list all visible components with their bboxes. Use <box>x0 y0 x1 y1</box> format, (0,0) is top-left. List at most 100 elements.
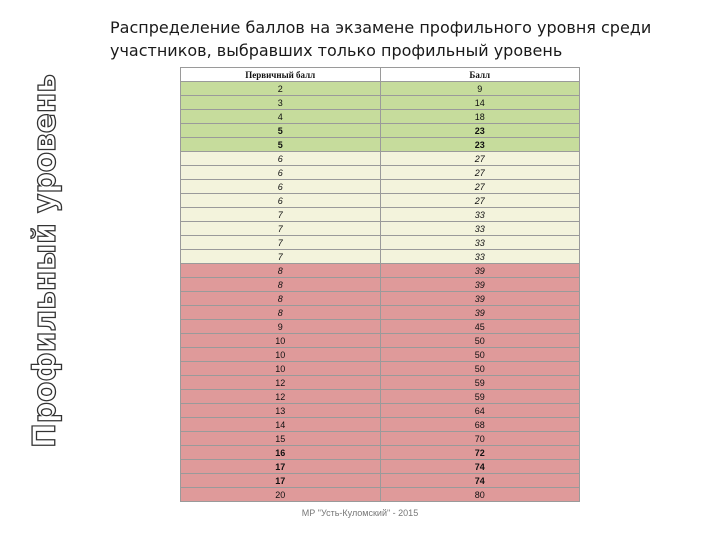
score-cell: 33 <box>379 235 580 250</box>
score-cell: 50 <box>379 347 580 362</box>
table-row: 6 27 <box>180 151 580 166</box>
score-cell: 27 <box>379 179 580 194</box>
score-cell: 27 <box>379 193 580 208</box>
primary-score-cell: 2 <box>180 81 381 96</box>
primary-score-cell: 20 <box>180 487 381 502</box>
table-row: 6 27 <box>180 179 580 194</box>
primary-score-cell: 12 <box>180 389 381 404</box>
table-row: 17 74 <box>180 473 580 488</box>
primary-score-cell: 5 <box>180 123 381 138</box>
table-row: 6 27 <box>180 193 580 208</box>
score-cell: 39 <box>379 291 580 306</box>
table-body: 2 9 3 14 4 18 5 23 5 23 6 27 6 27 6 27 6 27 7 33 7 33 7 33 7 33 8 3… <box>180 81 580 502</box>
score-cell: 68 <box>379 417 580 432</box>
score-cell: 33 <box>379 249 580 264</box>
table-row: 8 39 <box>180 263 580 278</box>
title-line-1: Распределение баллов на экзамене профиль… <box>110 18 652 37</box>
primary-score-cell: 4 <box>180 109 381 124</box>
primary-score-cell: 8 <box>180 291 381 306</box>
footer-text: МР "Усть-Куломский" - 2015 <box>301 508 419 518</box>
score-cell: 27 <box>379 151 580 166</box>
primary-score-cell: 15 <box>180 431 381 446</box>
table-row: 5 23 <box>180 137 580 152</box>
primary-score-cell: 9 <box>180 319 381 334</box>
score-cell: 39 <box>379 263 580 278</box>
table-row: 9 45 <box>180 319 580 334</box>
primary-score-cell: 12 <box>180 375 381 390</box>
table-row: 5 23 <box>180 123 580 138</box>
score-cell: 33 <box>379 207 580 222</box>
primary-score-cell: 7 <box>180 221 381 236</box>
score-cell: 64 <box>379 403 580 418</box>
primary-score-cell: 16 <box>180 445 381 460</box>
score-cell: 74 <box>379 473 580 488</box>
table-row: 10 50 <box>180 333 580 348</box>
score-cell: 14 <box>379 95 580 110</box>
primary-score-cell: 6 <box>180 179 381 194</box>
table-row: 3 14 <box>180 95 580 110</box>
table-row: 4 18 <box>180 109 580 124</box>
score-cell: 45 <box>379 319 580 334</box>
side-label: Профильный уровень <box>18 72 66 450</box>
score-cell: 50 <box>379 333 580 348</box>
primary-score-cell: 10 <box>180 333 381 348</box>
score-cell: 70 <box>379 431 580 446</box>
primary-score-cell: 7 <box>180 235 381 250</box>
score-cell: 74 <box>379 459 580 474</box>
table-row: 15 70 <box>180 431 580 446</box>
table-row: 8 39 <box>180 291 580 306</box>
table-row: 17 74 <box>180 459 580 474</box>
score-cell: 23 <box>379 137 580 152</box>
table-row: 8 39 <box>180 305 580 320</box>
primary-score-cell: 13 <box>180 403 381 418</box>
primary-score-cell: 7 <box>180 207 381 222</box>
score-cell: 39 <box>379 305 580 320</box>
header-primary-score: Первичный балл <box>180 67 381 82</box>
primary-score-cell: 6 <box>180 151 381 166</box>
primary-score-cell: 7 <box>180 249 381 264</box>
primary-score-cell: 5 <box>180 137 381 152</box>
header-score: Балл <box>379 67 580 82</box>
table-row: 7 33 <box>180 249 580 264</box>
primary-score-cell: 6 <box>180 165 381 180</box>
primary-score-cell: 6 <box>180 193 381 208</box>
table-row: 14 68 <box>180 417 580 432</box>
score-cell: 50 <box>379 361 580 376</box>
table-row: 12 59 <box>180 375 580 390</box>
score-cell: 23 <box>379 123 580 138</box>
primary-score-cell: 14 <box>180 417 381 432</box>
table-row: 10 50 <box>180 347 580 362</box>
score-cell: 33 <box>379 221 580 236</box>
score-cell: 80 <box>379 487 580 502</box>
score-table: Первичный балл Балл 2 9 3 14 4 18 5 23 5 23 6 27 6 27… <box>180 67 580 502</box>
primary-score-cell: 17 <box>180 473 381 488</box>
primary-score-cell: 8 <box>180 263 381 278</box>
table-row: 7 33 <box>180 235 580 250</box>
primary-score-cell: 10 <box>180 347 381 362</box>
table-row: 6 27 <box>180 165 580 180</box>
score-cell: 39 <box>379 277 580 292</box>
score-cell: 9 <box>379 81 580 96</box>
primary-score-cell: 8 <box>180 305 381 320</box>
table-row: 8 39 <box>180 277 580 292</box>
score-cell: 59 <box>379 389 580 404</box>
table-row: 7 33 <box>180 221 580 236</box>
primary-score-cell: 8 <box>180 277 381 292</box>
table-row: 16 72 <box>180 445 580 460</box>
table-row: 12 59 <box>180 389 580 404</box>
table-row: 20 80 <box>180 487 580 502</box>
score-cell: 27 <box>379 165 580 180</box>
score-cell: 59 <box>379 375 580 390</box>
primary-score-cell: 3 <box>180 95 381 110</box>
primary-score-cell: 17 <box>180 459 381 474</box>
table-header-row: Первичный балл Балл <box>180 67 580 82</box>
score-cell: 18 <box>379 109 580 124</box>
side-label-text: Профильный уровень <box>27 74 63 448</box>
table-row: 7 33 <box>180 207 580 222</box>
primary-score-cell: 10 <box>180 361 381 376</box>
title-line-2: участников, выбравших только профильный … <box>110 41 563 60</box>
table-row: 10 50 <box>180 361 580 376</box>
score-cell: 72 <box>379 445 580 460</box>
page-title: Распределение баллов на экзамене профиль… <box>110 16 652 62</box>
